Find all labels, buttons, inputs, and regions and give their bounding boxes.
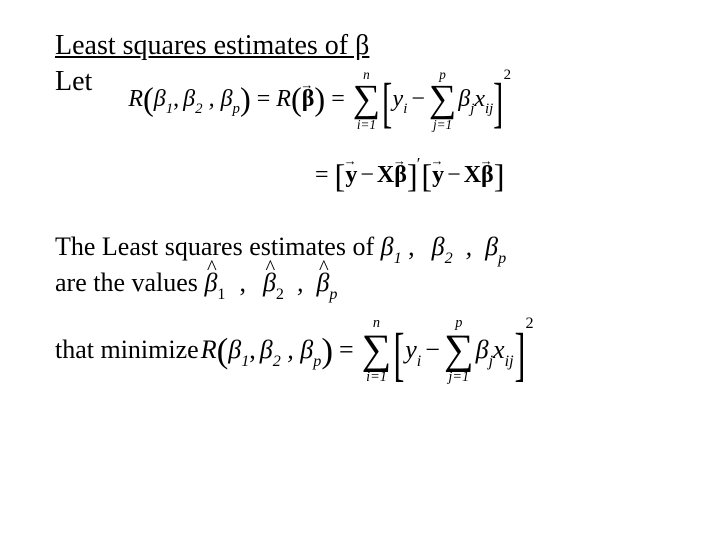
slide-page: Least squares estimates of β Let R ( β1 … xyxy=(0,0,720,540)
lparen: ( xyxy=(143,82,154,119)
ellipsis: , xyxy=(203,86,221,113)
beta2c: β2 xyxy=(260,335,281,365)
sum-j: p ∑ j=1 xyxy=(429,68,456,131)
betap: βp xyxy=(221,86,240,113)
text1a: The Least squares estimates of xyxy=(55,232,381,261)
yi: yi xyxy=(393,86,408,113)
equals-1: = xyxy=(257,86,271,113)
xij2: xij xyxy=(493,335,514,365)
beta2: β2 xyxy=(183,86,202,113)
right-bracket-2: ] xyxy=(514,329,525,380)
equals-2: = xyxy=(331,86,345,113)
eq1-line: R ( β1 , β2 , βp ) = R ( → β ) xyxy=(128,68,511,131)
left-bracket-1: [ xyxy=(382,80,392,127)
equals-4: = xyxy=(339,335,354,365)
eq3-line: that minimize R ( β1 , β2 , βp ) = n ∑ i… xyxy=(55,316,680,384)
text-line-3: that minimize R ( β1 , β2 , βp ) = n ∑ i… xyxy=(55,316,680,384)
beta1c: β1 xyxy=(228,335,249,365)
betapc: βp xyxy=(300,335,321,365)
beta-vec-b: →β xyxy=(481,162,494,189)
right-bracket-1: ] xyxy=(493,80,503,127)
dots-b: , xyxy=(459,232,479,261)
bhatp: β xyxy=(316,268,329,298)
y-vec-b: →y xyxy=(432,162,444,189)
rparen: ) xyxy=(240,82,251,119)
equation-1: R ( β1 , β2 , βp ) = R ( → β ) xyxy=(128,68,511,131)
minus-b: − xyxy=(447,162,461,189)
left-bracket-2: [ xyxy=(394,329,405,380)
rbr-b: ] xyxy=(494,159,505,196)
text-line-2: are the values β1 , β2 , βp xyxy=(55,268,680,298)
minus-a: − xyxy=(360,162,374,189)
equals-3: = xyxy=(315,162,329,189)
let-row: Let R ( β1 , β2 , βp ) = R ( → β xyxy=(55,66,680,131)
X-a: X xyxy=(377,162,394,189)
dots-bh: , xyxy=(290,268,310,297)
squared-1: 2 xyxy=(504,67,511,84)
R3: R xyxy=(201,335,217,365)
bhat2: β xyxy=(263,268,276,298)
rparen2: ) xyxy=(314,82,325,119)
minus-2: − xyxy=(425,335,440,365)
transpose: ′ xyxy=(417,154,421,174)
eq2-line: = [ →y − X →β ] ′ [ →y − X →β ] xyxy=(315,157,680,194)
R: R xyxy=(128,86,143,113)
text2: that minimize xyxy=(55,335,199,365)
b2: β2 xyxy=(432,232,453,261)
rparen3: ) xyxy=(321,331,333,371)
X-b: X xyxy=(464,162,481,189)
bhat1: β xyxy=(204,268,217,298)
text1b: are the values xyxy=(55,268,204,297)
betaj2: βj xyxy=(476,335,493,365)
sum-i-2: n ∑ i=1 xyxy=(362,316,392,384)
equation-2: = [ →y − X →β ] ′ [ →y − X →β ] xyxy=(315,157,680,194)
y-vec-a: →y xyxy=(345,162,357,189)
R2: R xyxy=(276,86,291,113)
b1: β1 xyxy=(381,232,402,261)
beta-vec-a: →β xyxy=(394,162,407,189)
text-line-1: The Least squares estimates of β1 , β2 ,… xyxy=(55,232,680,262)
sum-j-2: p ∑ j=1 xyxy=(444,316,474,384)
betaj: βj xyxy=(458,86,474,113)
section-title: Least squares estimates of β xyxy=(55,30,680,62)
let-text: Let xyxy=(55,66,92,98)
bp: βp xyxy=(485,232,506,261)
yi2: yi xyxy=(405,335,421,365)
ellipsis-c: , xyxy=(281,335,301,365)
sum-i: n ∑ i=1 xyxy=(353,68,380,131)
xij: xij xyxy=(474,86,493,113)
lparen3: ( xyxy=(217,331,229,371)
beta1: β1 xyxy=(154,86,173,113)
squared-2: 2 xyxy=(525,315,533,333)
beta-vector: → β xyxy=(302,86,315,113)
minus-1: − xyxy=(411,86,425,113)
